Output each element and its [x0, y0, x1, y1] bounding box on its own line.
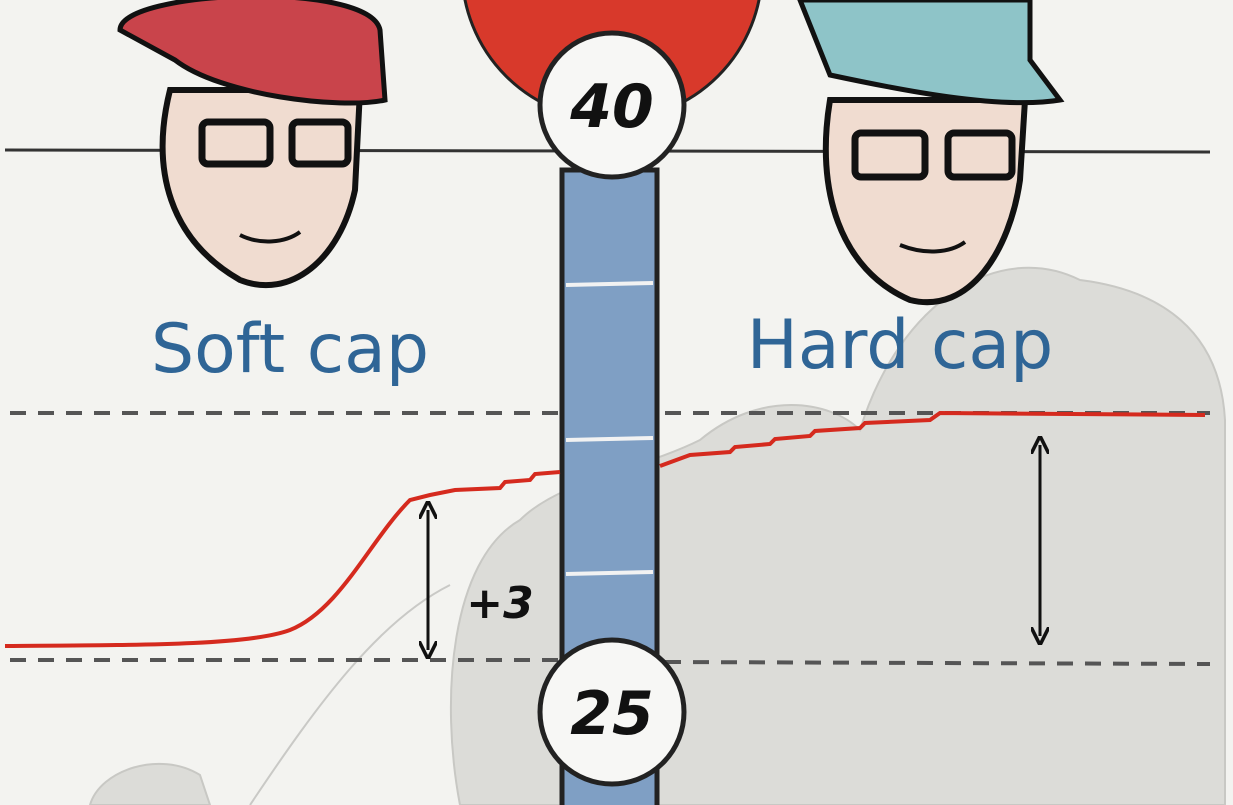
difference-annotation: +3: [466, 578, 533, 629]
hard-cap-label: Hard cap: [747, 306, 1054, 385]
page: 40 25 Soft cap Hard cap +3 (() => { cons…: [0, 0, 1233, 805]
soft-cap-label: Soft cap: [151, 310, 429, 389]
top-gauge-label: 40: [569, 72, 654, 142]
illustration: 40 25 Soft cap Hard cap +3: [0, 0, 1233, 805]
bottom-gauge-label: 25: [570, 679, 654, 749]
